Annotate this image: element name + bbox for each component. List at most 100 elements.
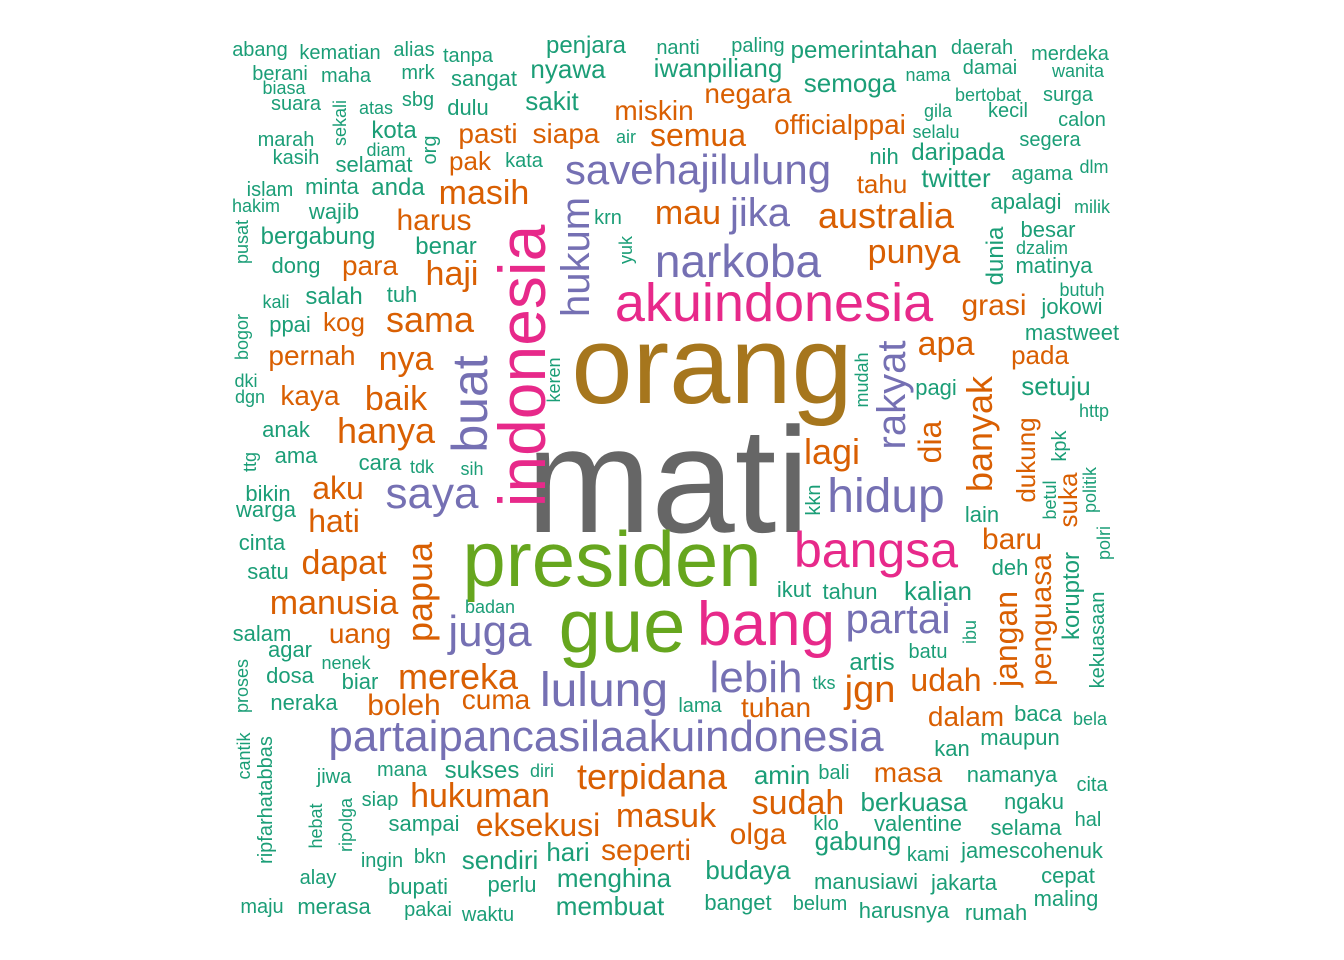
word-mau: mau	[654, 194, 722, 232]
word-milik: milik	[1074, 197, 1110, 217]
word-ttg: ttg	[240, 451, 260, 473]
word-hati: hati	[308, 503, 360, 539]
word-dapat: dapat	[301, 544, 387, 582]
word-benar: benar	[415, 233, 477, 260]
word-harus: harus	[396, 204, 472, 237]
word-menghina: menghina	[556, 863, 672, 893]
word-sangat: sangat	[450, 66, 518, 91]
word-belum: belum	[792, 893, 848, 915]
word-boleh: boleh	[367, 689, 441, 722]
word-ripfarhatabbas: ripfarhatabbas	[255, 736, 277, 864]
word-amin: amin	[753, 760, 811, 790]
word-sampai: sampai	[388, 811, 460, 836]
word-valentine: valentine	[873, 811, 963, 836]
word-matinya: matinya	[1015, 253, 1093, 278]
word-manusiawi: manusiawi	[814, 869, 918, 894]
word-saya: saya	[385, 469, 479, 518]
word-terpidana: terpidana	[576, 756, 728, 797]
word-jokowi: jokowi	[1041, 294, 1103, 319]
word-paling: paling	[731, 35, 785, 57]
word-cara: cara	[358, 450, 402, 475]
word-http: http	[1078, 401, 1110, 421]
word-mastweet: mastweet	[1024, 320, 1120, 345]
word-namanya: namanya	[966, 762, 1058, 787]
word-agama: agama	[1011, 163, 1073, 185]
word-cepat: cepat	[1041, 863, 1095, 888]
word-alias: alias	[393, 39, 435, 61]
word-hukuman: hukuman	[410, 777, 550, 815]
word-dosa: dosa	[266, 663, 314, 688]
word-dalam: dalam	[927, 701, 1005, 732]
word-pernah: pernah	[268, 340, 356, 371]
word-bang: bang	[697, 590, 835, 659]
word-bupati: bupati	[388, 874, 448, 899]
word-membuat: membuat	[555, 891, 665, 921]
word-kan: kan	[934, 736, 970, 761]
word-kata: kata	[505, 150, 543, 172]
word-maha: maha	[320, 65, 372, 87]
word-bergabung: bergabung	[260, 223, 376, 250]
word-betul: betul	[1040, 480, 1060, 520]
word-dulu: dulu	[447, 95, 489, 120]
word-bikin: bikin	[245, 481, 291, 506]
word-australia: australia	[817, 195, 955, 236]
word-kaya: kaya	[280, 380, 340, 411]
word-seperti: seperti	[600, 834, 692, 867]
word-marah: marah	[257, 129, 315, 151]
word-nya: nya	[378, 340, 434, 378]
word-tahu: tahu	[856, 169, 908, 199]
word-cuma: cuma	[461, 684, 531, 715]
word-pasti: pasti	[458, 118, 518, 149]
word-anak: anak	[262, 417, 310, 442]
word-koruptor: koruptor	[1058, 551, 1085, 641]
word-ngaku: ngaku	[1004, 789, 1064, 814]
word-nyawa: nyawa	[530, 54, 606, 84]
word-baca: baca	[1014, 701, 1062, 726]
word-pusat: pusat	[232, 219, 252, 265]
word-lebih: lebih	[709, 653, 803, 702]
word-kecil: kecil	[987, 100, 1029, 122]
word-satu: satu	[247, 559, 289, 584]
word-ingin: ingin	[360, 850, 404, 872]
word-salam: salam	[232, 621, 292, 646]
word-lama: lama	[678, 695, 722, 717]
word-ibu: ibu	[960, 619, 980, 645]
word-daerah: daerah	[950, 37, 1014, 59]
word-diri: diri	[529, 761, 555, 781]
word-warga: warga	[236, 497, 296, 522]
word-apa: apa	[917, 325, 975, 363]
word-berkuasa: berkuasa	[860, 787, 968, 817]
word-nanti: nanti	[656, 37, 700, 59]
word-tuhan: tuhan	[740, 692, 812, 723]
word-baik: baik	[364, 380, 428, 418]
word-hidup: hidup	[827, 470, 945, 523]
word-biasa: biasa	[262, 78, 306, 98]
word-bangsa: bangsa	[793, 522, 959, 578]
word-sukses: sukses	[444, 757, 520, 784]
word-banget: banget	[704, 890, 772, 915]
word-dzalim: dzalim	[1015, 238, 1069, 258]
word-orang: orang	[571, 304, 853, 427]
word-partai: partai	[845, 595, 951, 642]
word-sama: sama	[385, 299, 475, 340]
word-minta: minta	[305, 174, 359, 199]
word-mana: mana	[376, 759, 428, 781]
word-hakim: hakim	[231, 196, 281, 216]
word-wanita: wanita	[1051, 61, 1105, 81]
word-gue: gue	[558, 584, 686, 669]
word-maupun: maupun	[980, 725, 1060, 750]
word-hal: hal	[1074, 809, 1102, 831]
word-anda: anda	[371, 174, 425, 201]
word-cantik: cantik	[234, 732, 254, 780]
word-perlu: perlu	[487, 872, 537, 897]
word-kkn: kkn	[803, 484, 825, 516]
word-neraka: neraka	[270, 690, 338, 715]
word-nenek: nenek	[321, 653, 371, 673]
word-jika: jika	[729, 191, 791, 235]
word-krn: krn	[594, 207, 622, 229]
word-apalagi: apalagi	[990, 189, 1062, 214]
word-alay: alay	[299, 867, 337, 889]
word-ripolga: ripolga	[336, 797, 356, 853]
word-hukum: hukum	[554, 196, 598, 318]
